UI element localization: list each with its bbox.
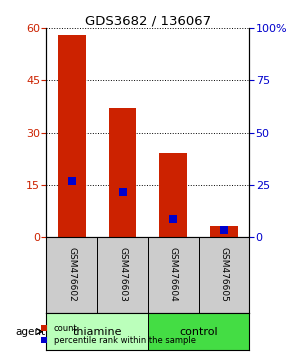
Legend: count, percentile rank within the sample: count, percentile rank within the sample bbox=[39, 322, 197, 346]
Title: GDS3682 / 136067: GDS3682 / 136067 bbox=[85, 14, 211, 27]
Bar bbox=[199, 237, 249, 313]
Text: thiamine: thiamine bbox=[72, 326, 122, 337]
Bar bbox=[58, 35, 86, 237]
Text: GSM476605: GSM476605 bbox=[220, 247, 229, 302]
Bar bbox=[148, 237, 199, 313]
Bar bbox=[46, 237, 97, 313]
Bar bbox=[210, 226, 238, 237]
Text: GSM476604: GSM476604 bbox=[169, 247, 178, 302]
Point bbox=[120, 189, 125, 194]
Text: control: control bbox=[179, 326, 218, 337]
Text: GSM476602: GSM476602 bbox=[67, 247, 76, 302]
Bar bbox=[46, 313, 148, 350]
Bar bbox=[108, 108, 137, 237]
Text: agent: agent bbox=[15, 326, 46, 337]
Point bbox=[171, 217, 176, 222]
Bar bbox=[148, 313, 249, 350]
Text: GSM476603: GSM476603 bbox=[118, 247, 127, 302]
Bar bbox=[97, 237, 148, 313]
Bar bbox=[159, 153, 187, 237]
Point bbox=[222, 227, 226, 233]
Point bbox=[70, 178, 74, 184]
